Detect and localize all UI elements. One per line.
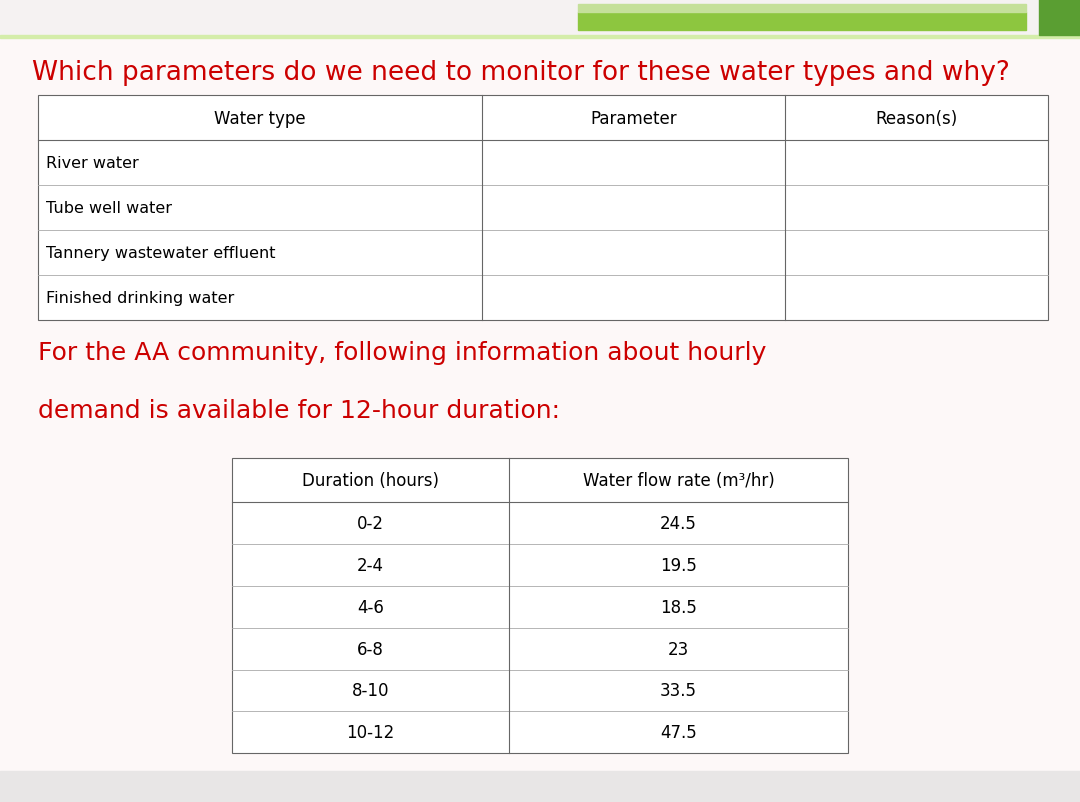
Bar (578, 5, 1026, 13)
Text: 33.5: 33.5 (660, 682, 697, 699)
Text: River water: River water (46, 156, 139, 171)
Text: Water flow rate (m³/hr): Water flow rate (m³/hr) (582, 472, 774, 490)
Text: 2-4: 2-4 (357, 557, 384, 574)
Text: Parameter: Parameter (591, 110, 677, 128)
Bar (0, 0, 1080, 36)
Text: Duration (hours): Duration (hours) (302, 472, 440, 490)
Text: 23: 23 (667, 640, 689, 658)
Text: Tube well water: Tube well water (46, 201, 173, 216)
Text: 47.5: 47.5 (660, 723, 697, 741)
Text: 19.5: 19.5 (660, 557, 697, 574)
Text: demand is available for 12-hour duration:: demand is available for 12-hour duration… (38, 399, 559, 423)
Text: 18.5: 18.5 (660, 598, 697, 616)
Text: For the AA community, following information about hourly: For the AA community, following informat… (38, 341, 766, 365)
Text: Water type: Water type (214, 110, 306, 128)
Bar (38, 96, 1048, 321)
Text: 8-10: 8-10 (352, 682, 390, 699)
Text: 10-12: 10-12 (347, 723, 395, 741)
Text: Reason(s): Reason(s) (875, 110, 958, 128)
Bar (232, 459, 848, 753)
Bar (578, 13, 1026, 30)
Bar (1039, 0, 1080, 36)
Text: 4-6: 4-6 (357, 598, 384, 616)
Text: Finished drinking water: Finished drinking water (46, 291, 234, 306)
Text: 6-8: 6-8 (357, 640, 384, 658)
Bar (0, 36, 1080, 38)
Text: 0-2: 0-2 (357, 515, 384, 533)
Text: Tannery wastewater effluent: Tannery wastewater effluent (46, 246, 276, 261)
Bar (0, 772, 1080, 802)
Text: 24.5: 24.5 (660, 515, 697, 533)
Text: Which parameters do we need to monitor for these water types and why?: Which parameters do we need to monitor f… (32, 60, 1010, 86)
